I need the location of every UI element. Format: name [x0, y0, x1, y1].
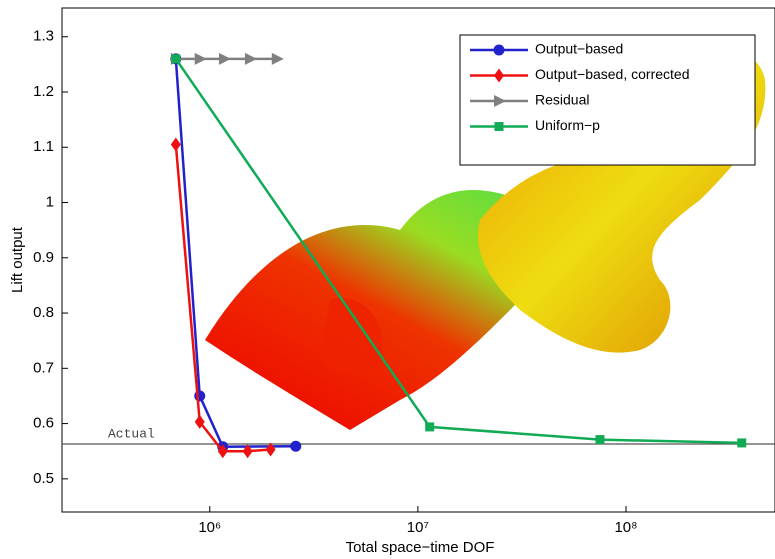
- plot-frame: [61, 7, 775, 513]
- x-tick-label: 10⁶: [198, 519, 221, 536]
- legend-marker: [493, 44, 505, 56]
- marker: [737, 438, 747, 448]
- series-line: [174, 58, 296, 449]
- marker: [171, 54, 181, 64]
- marker: [271, 52, 284, 65]
- marker: [242, 444, 253, 459]
- x-tick-label: 10⁸: [614, 519, 637, 536]
- marker: [290, 440, 302, 452]
- legend-marker: [494, 95, 506, 107]
- y-tick-label: 1.1: [33, 138, 54, 155]
- marker: [217, 444, 228, 459]
- y-tick-label: 1: [46, 193, 54, 210]
- legend-label: Uniform−p: [535, 117, 600, 133]
- series-line: [174, 58, 742, 445]
- marker: [425, 422, 435, 432]
- x-tick-label: 10⁷: [407, 519, 429, 536]
- marker: [194, 390, 206, 402]
- legend-marker: [494, 68, 504, 83]
- y-tick-label: 0.9: [33, 249, 54, 266]
- reference-label: Actual: [108, 426, 155, 441]
- y-tick-label: 0.5: [33, 470, 54, 487]
- legend-label: Residual: [535, 92, 589, 108]
- marker: [244, 52, 257, 65]
- legend-label: Output−based: [535, 41, 623, 57]
- y-tick-label: 1.2: [33, 83, 54, 100]
- marker: [265, 442, 276, 457]
- legend-label: Output−based, corrected: [535, 66, 690, 82]
- marker: [170, 137, 181, 152]
- legend-marker: [494, 122, 504, 131]
- legend: Output−based Output−based, corrected Resid…: [459, 34, 756, 166]
- x-axis-label: Total space−time DOF: [346, 539, 495, 556]
- y-tick-label: 0.8: [33, 304, 54, 321]
- y-tick-label: 0.6: [33, 415, 54, 432]
- y-axis-label: Lift output: [9, 226, 26, 293]
- y-tick-label: 1.3: [33, 28, 54, 45]
- marker: [194, 52, 207, 65]
- y-tick-label: 0.7: [33, 359, 54, 376]
- marker: [595, 435, 605, 445]
- marker: [194, 414, 205, 429]
- marker: [218, 52, 231, 65]
